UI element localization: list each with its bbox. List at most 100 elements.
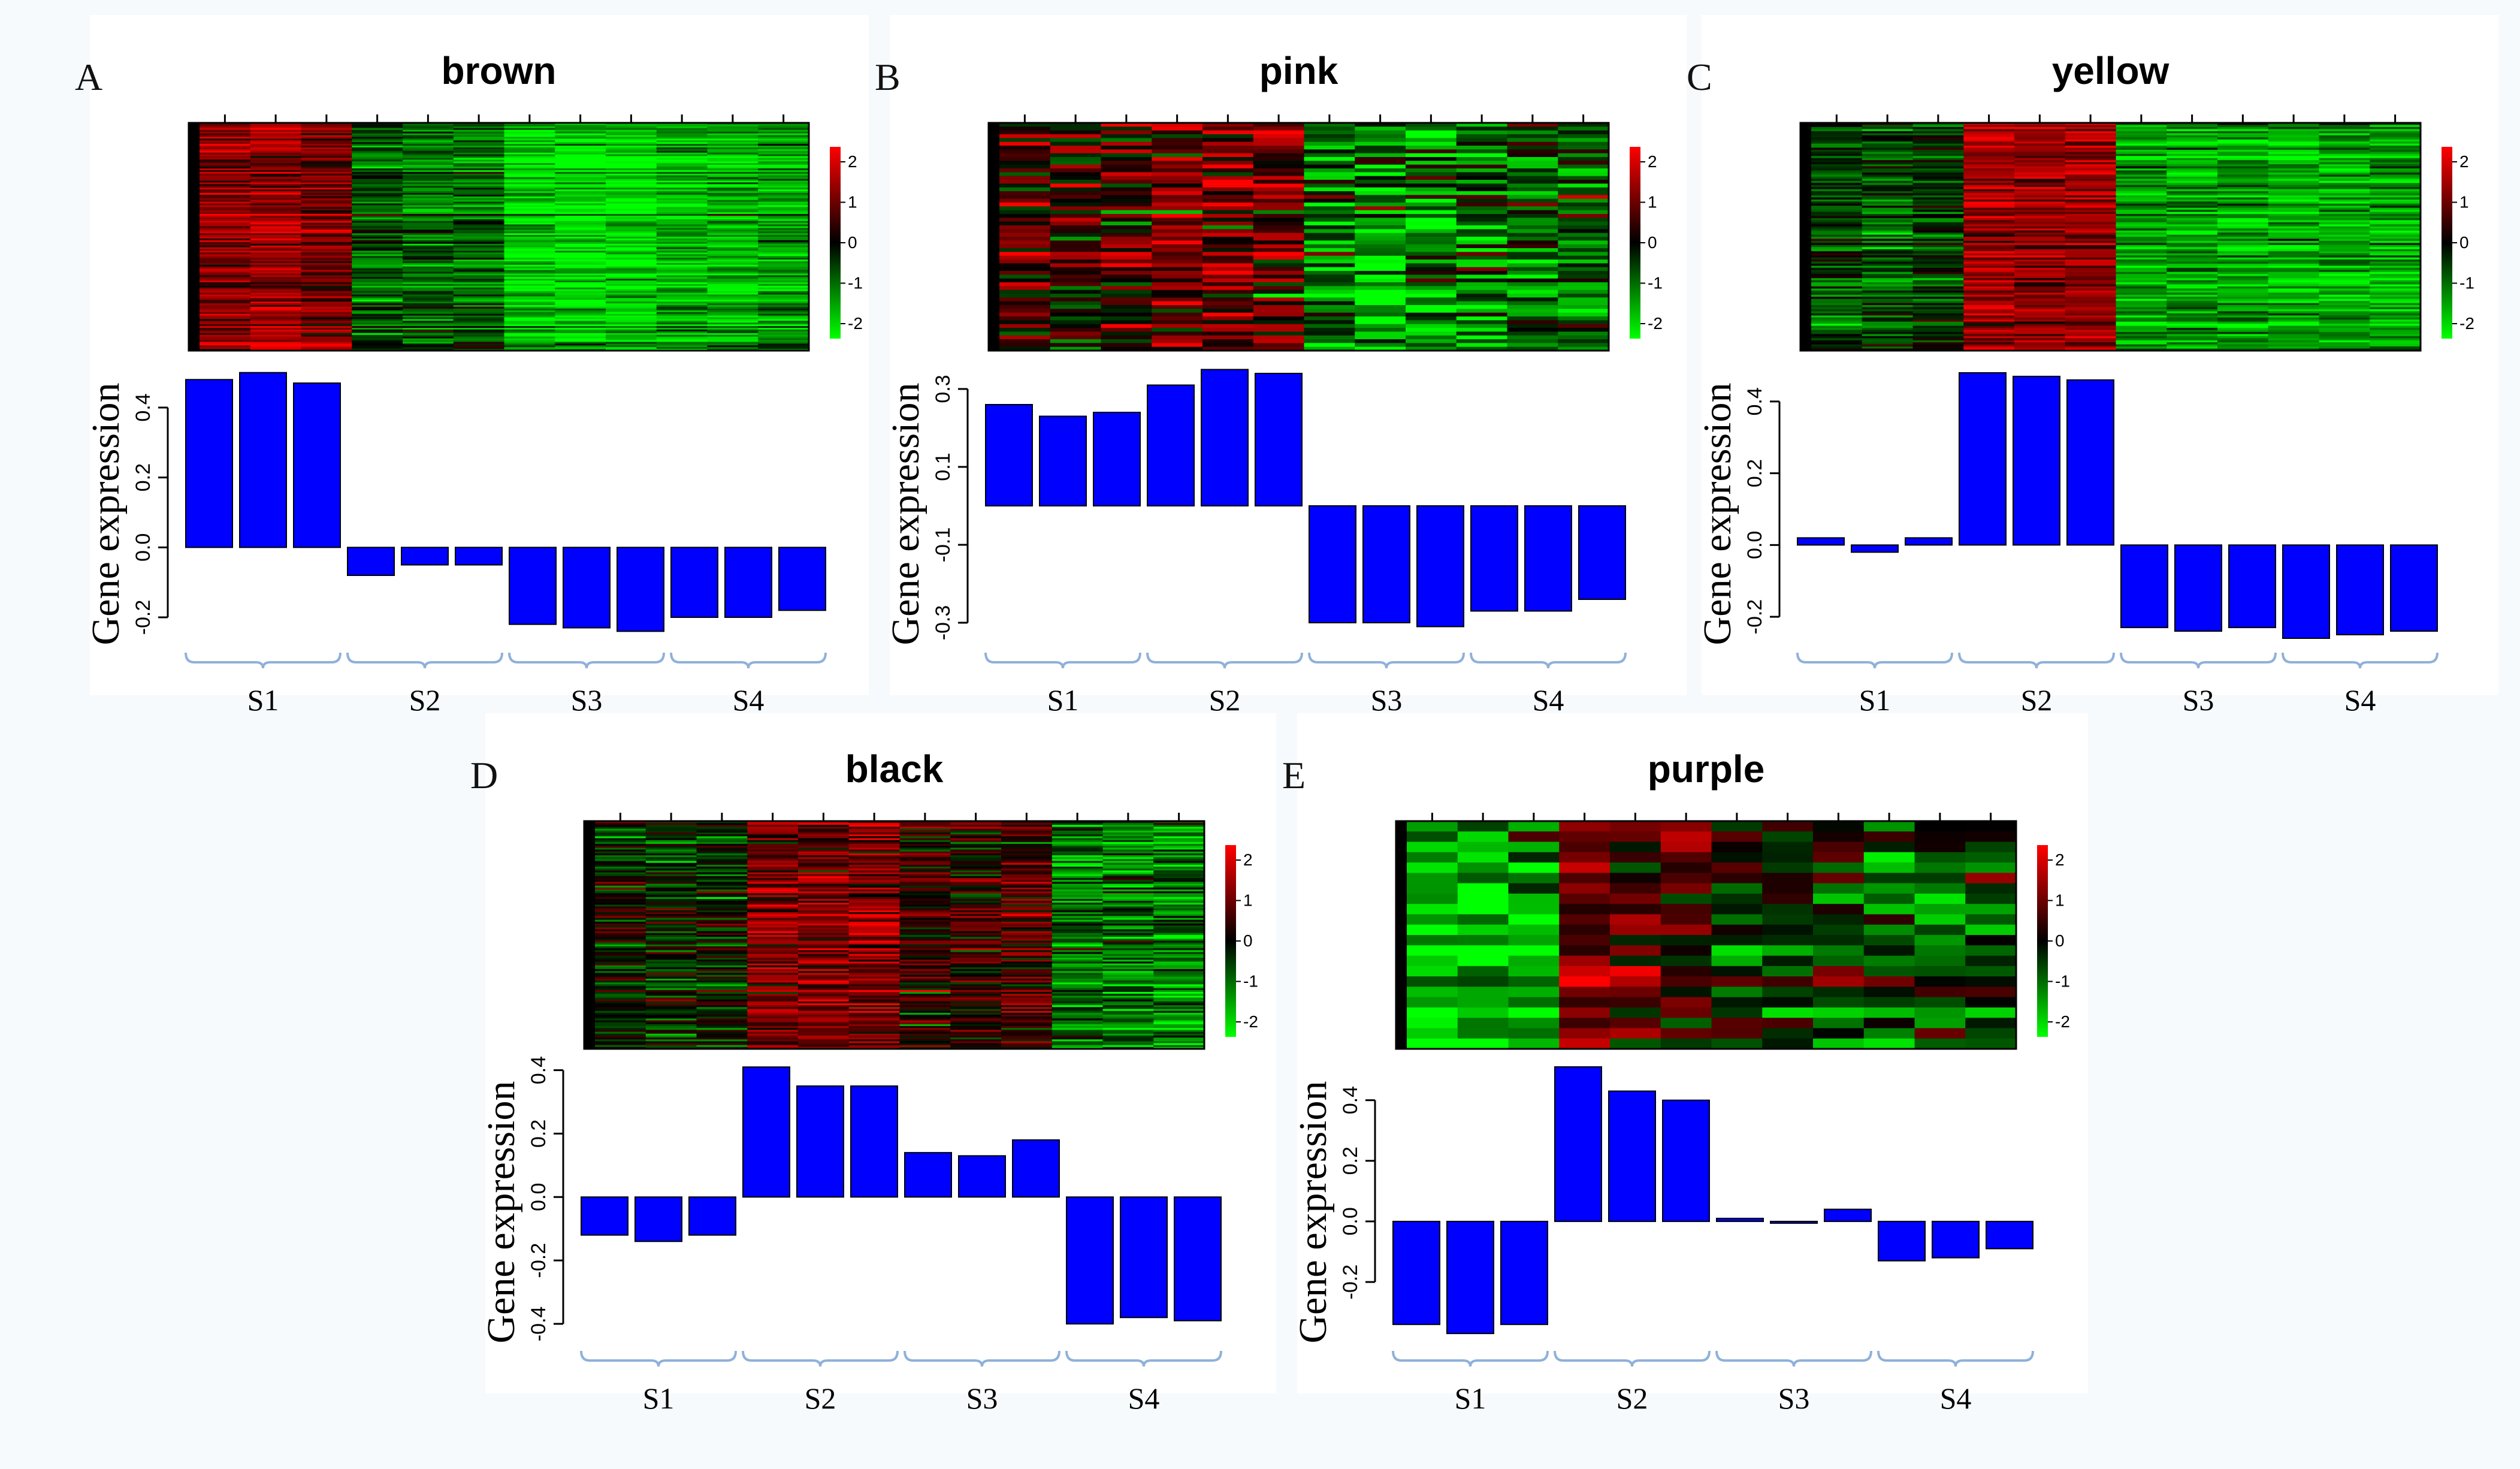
- heatmap-cell: [2319, 195, 2370, 198]
- heatmap-cell: [1001, 958, 1053, 960]
- heatmap-cell: [1101, 149, 1152, 154]
- heatmap-cell: [595, 901, 646, 903]
- heatmap-cell: [2065, 160, 2117, 163]
- heatmap-cell: [1304, 157, 1355, 161]
- heatmap-cell: [352, 340, 403, 342]
- heatmap-cell: [2370, 340, 2421, 343]
- heatmap-cell: [606, 247, 657, 250]
- heatmap-cell: [1304, 161, 1355, 165]
- heatmap-cell: [352, 203, 403, 206]
- heatmap-cell: [200, 287, 251, 290]
- heatmap: [1799, 114, 2422, 352]
- heatmap-cell: [352, 240, 403, 243]
- heatmap-cell: [1001, 939, 1053, 942]
- heatmap-cell: [1963, 123, 2015, 126]
- heatmap-cell: [2370, 290, 2421, 293]
- heatmap-cell: [899, 864, 951, 867]
- heatmap-cell: [645, 830, 697, 833]
- heatmap-cell: [2116, 266, 2167, 269]
- heatmap-cell: [2370, 309, 2421, 312]
- heatmap-cell: [453, 201, 505, 204]
- heatmap-cell: [2065, 317, 2117, 320]
- heatmap-cell: [555, 258, 606, 260]
- heatmap-cell: [645, 870, 697, 873]
- heatmap-cell: [1102, 954, 1154, 957]
- heatmap-cell: [1153, 901, 1205, 903]
- heatmap-cell: [1001, 830, 1053, 833]
- heatmap-cell: [2065, 137, 2117, 140]
- heatmap-cell: [504, 173, 555, 176]
- heatmap-cell: [250, 228, 302, 230]
- heatmap-cell: [798, 978, 850, 981]
- heatmap-cell: [656, 123, 708, 125]
- heatmap-cell: [999, 237, 1051, 241]
- heatmap-cell: [1202, 138, 1254, 143]
- heatmap-cell: [2268, 288, 2320, 291]
- heatmap-cell: [758, 210, 809, 213]
- heatmap-cell: [2268, 270, 2320, 273]
- heatmap-cell: [950, 933, 1002, 936]
- heatmap-cell: [2319, 152, 2370, 155]
- heatmap-cell: [250, 238, 302, 241]
- heatmap-cell: [2268, 162, 2320, 165]
- heatmap-cell: [848, 853, 901, 856]
- heatmap-cell: [696, 925, 748, 928]
- heatmap-cell: [656, 188, 708, 190]
- heatmap-cell: [747, 939, 799, 942]
- heatmap-cell: [2065, 180, 2117, 183]
- heatmap-cell: [1202, 187, 1254, 192]
- heatmap-cell: [1355, 309, 1406, 313]
- heatmap-cell: [555, 329, 606, 332]
- heatmap-cell: [999, 130, 1051, 135]
- heatmap-cell: [301, 209, 352, 211]
- heatmap-cell: [2167, 187, 2218, 190]
- heatmap-cell: [555, 240, 606, 243]
- heatmap-cell: [2268, 282, 2320, 285]
- heatmap-cell: [606, 280, 657, 283]
- heatmap-cell: [403, 240, 454, 243]
- heatmap-cell: [1101, 316, 1152, 321]
- heatmap-cell: [453, 123, 505, 125]
- heatmap-cell: [301, 146, 352, 148]
- heatmap-cell: [504, 306, 555, 309]
- heatmap-cell: [301, 273, 352, 276]
- heatmap-cell: [606, 275, 657, 277]
- heatmap-cell: [2116, 234, 2167, 237]
- heatmap-cell: [2065, 257, 2117, 260]
- heatmap-cell: [2014, 126, 2066, 129]
- heatmap-cell: [2014, 321, 2066, 324]
- heatmap-cell: [1912, 234, 1964, 237]
- heatmap-cell: [403, 242, 454, 245]
- heatmap-cell: [2319, 158, 2370, 161]
- heatmap-cell: [1912, 203, 1964, 206]
- heatmap-cell: [1152, 146, 1203, 150]
- heatmap-cell: [656, 245, 708, 248]
- heatmap-cell: [656, 333, 708, 336]
- heatmap-cell: [1811, 164, 1863, 167]
- heatmap-cell: [1862, 168, 1914, 171]
- heatmap-cell: [656, 231, 708, 234]
- heatmap-cell: [595, 887, 646, 890]
- heatmap-cell: [250, 126, 302, 129]
- heatmap-cell: [2370, 129, 2421, 132]
- heatmap-cell: [2370, 135, 2421, 138]
- y-axis-tick-label: 0.0: [132, 533, 155, 562]
- heatmap-cell: [696, 954, 748, 957]
- heatmap-cell: [1406, 320, 1457, 325]
- heatmap-cell: [555, 279, 606, 281]
- heatmap-cell: [352, 147, 403, 150]
- heatmap-cell: [1152, 263, 1203, 268]
- heatmap-cell: [1456, 346, 1508, 351]
- heatmap-cell: [758, 264, 809, 267]
- heatmap-cell: [2065, 183, 2117, 186]
- heatmap-cell: [1507, 126, 1558, 131]
- heatmap-cell: [950, 853, 1002, 856]
- heatmap-cell: [696, 992, 748, 994]
- heatmap-cell: [950, 846, 1002, 848]
- heatmap-cell: [2319, 143, 2370, 146]
- heatmap-cell: [848, 919, 901, 922]
- heatmap-cell: [1406, 191, 1457, 195]
- heatmap-frame: [987, 122, 1610, 352]
- heatmap-cell: [2065, 282, 2117, 285]
- heatmap-cell: [645, 874, 697, 877]
